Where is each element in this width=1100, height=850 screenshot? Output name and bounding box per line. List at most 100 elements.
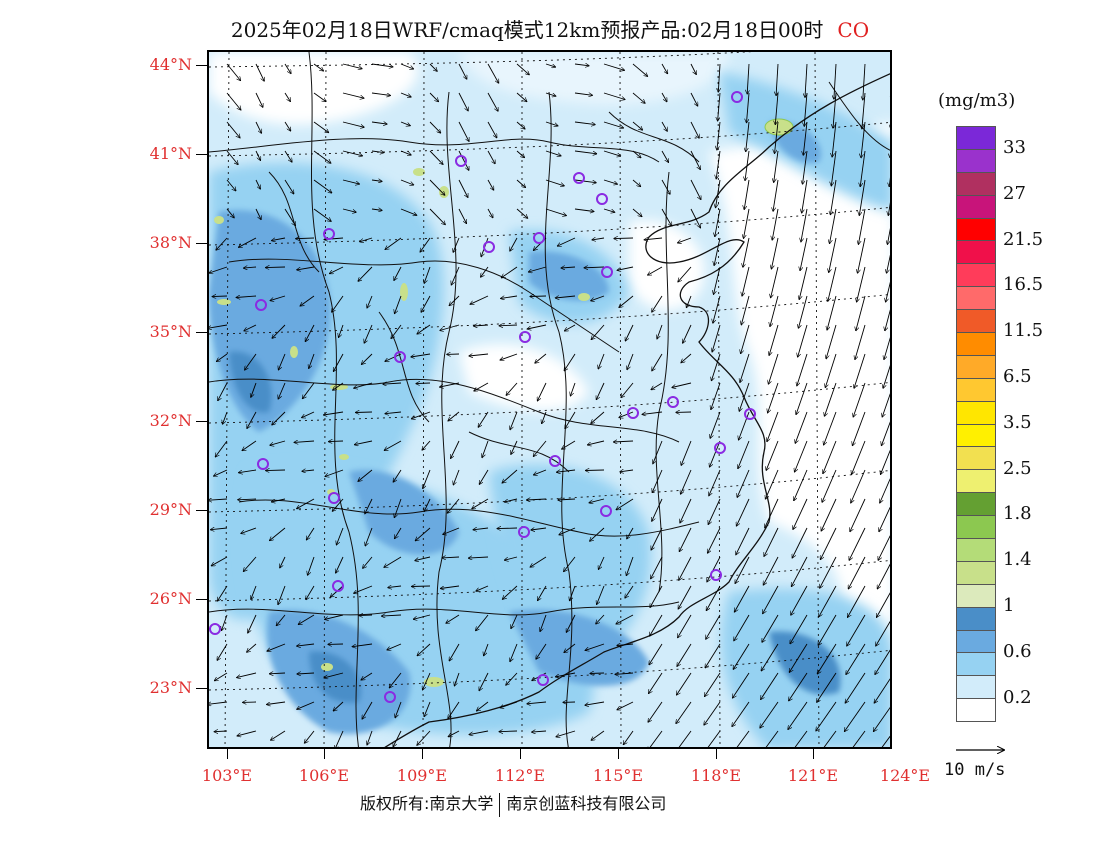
wind-arrow <box>574 64 589 66</box>
city-marker[interactable] <box>328 492 340 504</box>
wind-arrow <box>487 63 499 83</box>
wind-arrow <box>501 266 518 278</box>
wind-arrow <box>820 556 837 588</box>
wind-arrow <box>617 644 634 646</box>
wind-arrow <box>302 382 315 399</box>
city-marker[interactable] <box>257 458 269 470</box>
city-marker[interactable] <box>596 193 608 205</box>
wind-arrow <box>800 237 808 271</box>
wind-arrow <box>585 701 605 705</box>
wind-arrow <box>797 353 808 386</box>
wind-arrow <box>890 122 892 158</box>
wind-arrow <box>852 440 866 474</box>
wind-arrow <box>817 672 837 702</box>
wind-arrow <box>443 527 460 535</box>
city-marker[interactable] <box>667 396 679 408</box>
wind-reference-arrow <box>956 740 1014 760</box>
wind-arrow <box>846 643 866 675</box>
city-marker[interactable] <box>384 691 396 703</box>
wind-arrow <box>500 701 518 708</box>
wind-arrow <box>363 556 373 568</box>
city-marker[interactable] <box>601 266 613 278</box>
city-marker[interactable] <box>455 155 467 167</box>
wind-arrow <box>479 469 489 484</box>
wind-arrow <box>632 179 641 187</box>
wind-arrow <box>598 556 605 570</box>
city-marker[interactable] <box>731 91 743 103</box>
wind-arrow <box>342 92 364 98</box>
wind-arrow <box>451 440 460 459</box>
city-marker[interactable] <box>549 455 561 467</box>
lat-tick <box>196 65 207 66</box>
wind-arrow <box>744 179 750 210</box>
color-bar-swatch <box>956 698 996 723</box>
city-marker[interactable] <box>483 241 495 253</box>
wind-arrow <box>681 440 692 465</box>
wind-arrow <box>504 498 518 502</box>
city-marker[interactable] <box>744 408 756 420</box>
city-marker[interactable] <box>255 299 267 311</box>
wind-arrow <box>677 643 692 666</box>
wind-arrow <box>453 469 460 485</box>
wind-arrow <box>482 440 489 458</box>
wind-arrow <box>859 179 866 216</box>
wind-arrow <box>477 701 489 711</box>
wind-arrow <box>887 254 890 273</box>
wind-arrow <box>828 266 837 301</box>
city-marker[interactable] <box>573 172 585 184</box>
wind-arrow <box>448 730 460 737</box>
wind-arrow <box>632 208 642 217</box>
wind-arrow <box>530 556 547 567</box>
wind-arrow <box>710 440 721 467</box>
boundary-lines <box>209 52 890 747</box>
city-marker[interactable] <box>600 505 612 517</box>
wind-arrow <box>336 527 344 545</box>
lat-tick <box>196 243 207 244</box>
wind-arrow <box>297 266 315 270</box>
wind-arrow <box>217 585 228 601</box>
color-bar-label: 21.5 <box>1003 228 1044 250</box>
wind-arrow <box>212 296 228 297</box>
wind-arrow <box>818 614 837 645</box>
wind-arrow <box>789 672 808 701</box>
wind-arrow <box>735 556 750 584</box>
wind-arrow <box>325 614 344 619</box>
wind-arrow <box>448 701 460 719</box>
city-marker[interactable] <box>323 228 335 240</box>
wind-arrow <box>824 411 837 445</box>
wind-arrow <box>561 267 576 268</box>
wind-arrow <box>294 441 315 442</box>
wind-arrow <box>734 585 750 612</box>
wind-arrow <box>536 643 547 659</box>
wind-arrow <box>556 730 576 737</box>
wind-arrow <box>822 469 837 502</box>
wind-arrow <box>502 469 518 483</box>
city-marker[interactable] <box>518 526 530 538</box>
city-marker[interactable] <box>332 580 344 592</box>
wind-arrow <box>296 238 315 239</box>
wind-arrow <box>820 527 837 560</box>
wind-arrow <box>708 527 721 553</box>
wind-arrow <box>516 208 528 218</box>
city-marker[interactable] <box>533 232 545 244</box>
wind-arrow <box>858 237 866 273</box>
city-marker[interactable] <box>714 442 726 454</box>
wind-arrow <box>716 179 721 208</box>
color-bar-swatch <box>956 126 996 149</box>
city-marker[interactable] <box>627 407 639 419</box>
wind-arrow <box>885 309 890 331</box>
wind-arrow <box>209 499 228 500</box>
city-marker[interactable] <box>394 351 406 363</box>
wind-arrow <box>574 93 593 95</box>
wind-arrow <box>564 556 576 572</box>
color-bar-swatch <box>956 240 996 264</box>
map-panel[interactable] <box>207 50 892 749</box>
city-marker[interactable] <box>519 331 531 343</box>
city-marker[interactable] <box>710 569 722 581</box>
wind-arrow <box>706 585 721 611</box>
wind-arrow <box>384 440 402 450</box>
city-marker[interactable] <box>209 623 221 635</box>
wind-arrow <box>603 179 618 184</box>
wind-arrow <box>527 324 547 329</box>
city-marker[interactable] <box>537 674 549 686</box>
